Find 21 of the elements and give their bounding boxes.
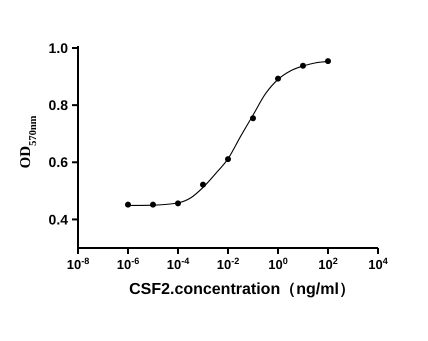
x-tick-label: 10$^{0}$ (268, 256, 288, 272)
point (125, 202, 131, 208)
point (150, 202, 156, 208)
point (275, 76, 281, 82)
point (325, 58, 331, 64)
y-tick-label: 1.0 (48, 40, 68, 56)
point (200, 182, 206, 188)
x-tick-label: 10$^{-4}$ (166, 256, 190, 272)
x-tick-label: 10$^{-8}$ (66, 256, 90, 272)
x-tick-label: 10$^{2}$ (318, 256, 338, 272)
x-tick-label: 10$^{-2}$ (216, 256, 240, 272)
point (250, 115, 256, 122)
point (300, 62, 306, 69)
y-tick-label: 0.6 (48, 154, 68, 170)
y-tick-label: 0.4 (48, 211, 68, 228)
x-axis-title: CSF2.concentration（ng/ml） (129, 281, 355, 298)
x-tick-label: 10$^{4}$ (368, 256, 389, 272)
y-tick-label: 0.8 (48, 97, 68, 114)
x-tick-label: 10$^{-6}$ (116, 256, 140, 272)
point (175, 200, 181, 206)
point (225, 156, 231, 162)
